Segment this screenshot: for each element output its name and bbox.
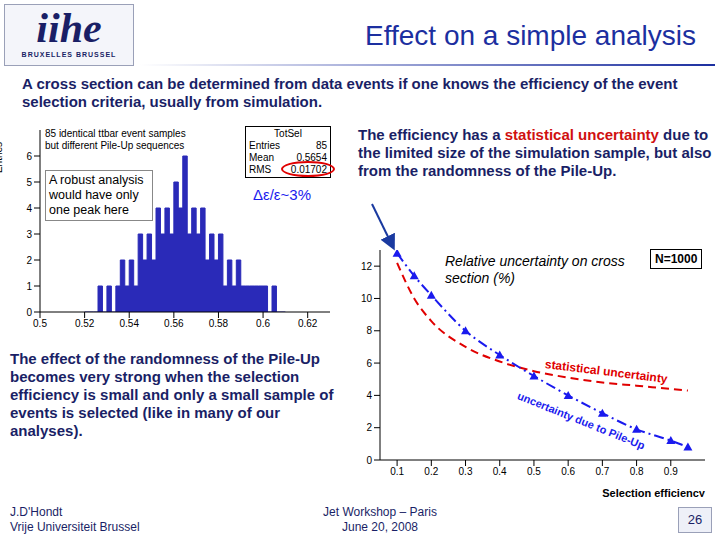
svg-text:0.54: 0.54: [119, 318, 139, 329]
svg-text:0.62: 0.62: [298, 318, 318, 329]
html-text:A cross section can be determi: A cross section can be determined from d…: [22, 75, 678, 110]
html-text:A robust analysis would have o: A robust analysis would have only one pe…: [49, 173, 144, 217]
svg-text:0.58: 0.58: [209, 318, 229, 329]
html-text:85: 85: [315, 140, 327, 151]
svg-text:0.6: 0.6: [561, 466, 575, 477]
svg-text:10: 10: [361, 293, 373, 304]
html-text:uncertainty due to Pile-Up: uncertainty due to Pile-Up: [515, 389, 647, 452]
html-text:but different Pile-Up sequence: but different Pile-Up sequences: [45, 140, 185, 151]
html-text:Relative uncertainty on cross: Relative uncertainty on cross section (%…: [445, 253, 625, 286]
html-text:J.D'Hondt: J.D'Hondt: [10, 505, 63, 519]
html-text:0.01702: 0.01702: [290, 164, 327, 175]
svg-text:0.5: 0.5: [33, 318, 47, 329]
html-text:Jet Workshop – Paris: Jet Workshop – Paris: [323, 505, 437, 519]
svg-text:2: 2: [366, 422, 372, 433]
svg-text:Selection efficiency: Selection efficiency: [602, 487, 706, 497]
svg-text:0.9: 0.9: [664, 466, 678, 477]
svg-text:0.8: 0.8: [630, 466, 644, 477]
svg-text:0.4: 0.4: [493, 466, 507, 477]
html-text:0.5654: 0.5654: [296, 152, 327, 163]
svg-text:0.52: 0.52: [75, 318, 95, 329]
svg-text:6: 6: [366, 358, 372, 369]
svg-text:0.6: 0.6: [256, 318, 270, 329]
svg-text:0.2: 0.2: [424, 466, 438, 477]
html-text:Vrije Universiteit Brussel: Vrije Universiteit Brussel: [10, 520, 140, 534]
html-text:The effect of the randomness o: The effect of the randomness of the Pile…: [10, 350, 334, 439]
svg-text:0.5: 0.5: [527, 466, 541, 477]
html-text:TotSel: TotSel: [274, 128, 302, 139]
svg-text:4: 4: [26, 203, 32, 214]
svg-text:1: 1: [26, 281, 32, 292]
svg-text:0.1: 0.1: [390, 466, 404, 477]
svg-text:0: 0: [26, 307, 32, 318]
html-text:RMS: RMS: [249, 164, 272, 175]
svg-text:0.56: 0.56: [164, 318, 184, 329]
svg-text:6: 6: [26, 151, 32, 162]
html-text:Δε/ε~3%: Δε/ε~3%: [253, 186, 311, 203]
html-text:iihe: iihe: [36, 5, 102, 51]
svg-text:0.3: 0.3: [459, 466, 473, 477]
svg-text:0: 0: [366, 455, 372, 466]
html-text:BRUXELLES BRUSSEL: BRUXELLES BRUSSEL: [21, 51, 117, 58]
html-text:85 identical ttbar event sampl: 85 identical ttbar event samples: [45, 128, 186, 139]
svg-text:5: 5: [26, 177, 32, 188]
html-text:26: 26: [687, 512, 703, 527]
html-text:N=1000: N=1000: [655, 252, 698, 266]
html-text:Mean: Mean: [249, 152, 274, 163]
svg-text:0.7: 0.7: [595, 466, 609, 477]
html-text:Effect on a simple analysis: Effect on a simple analysis: [365, 20, 696, 51]
svg-text:8: 8: [366, 325, 372, 336]
svg-text:3: 3: [26, 229, 32, 240]
html-text:June 20, 2008: June 20, 2008: [342, 520, 418, 534]
svg-text:4: 4: [366, 390, 372, 401]
svg-text:12: 12: [361, 261, 373, 272]
html-text:statistical uncertainty: statistical uncertainty: [544, 357, 669, 386]
html-text:Entries: Entries: [249, 140, 281, 151]
svg-text:2: 2: [26, 255, 32, 266]
html-text:The efficiency has a statistic: The efficiency has a statistical uncerta…: [358, 126, 712, 179]
